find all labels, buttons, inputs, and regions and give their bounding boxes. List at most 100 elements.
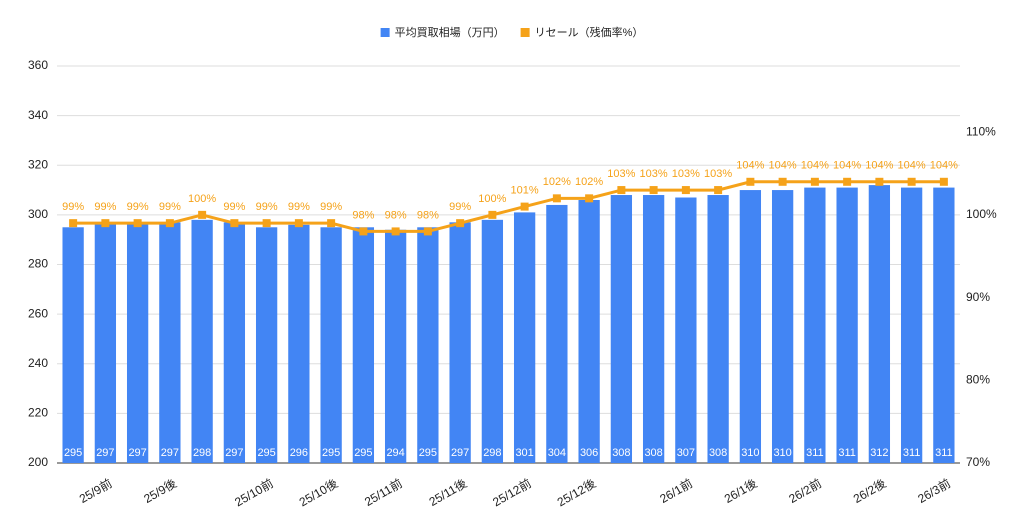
line-marker [359,227,368,236]
line-value-label: 104% [833,160,861,172]
x-tick-label: 26/2後 [851,476,889,506]
line-marker [875,177,884,186]
y-tick-label: 220 [28,406,48,420]
line-marker [552,194,561,203]
bar [868,185,891,463]
line-marker [488,210,497,219]
bar-value-label: 298 [483,447,501,459]
line-marker [649,186,658,195]
legend-marker [380,28,390,37]
x-tick: 25/9前 [76,475,114,506]
line-marker [778,177,787,186]
bar [513,212,536,463]
bar-value-label: 308 [612,447,630,459]
line-marker [939,177,948,186]
legend-label: リセール（残価率%） [535,25,644,39]
x-tick: 25/12後 [555,476,598,509]
line-value-label: 104% [801,160,829,172]
line-value-label: 99% [159,201,181,213]
bar [481,219,504,463]
line-value-label: 99% [449,201,471,213]
line-value-label: 100% [188,193,216,205]
bar [707,195,729,463]
x-tick-label: 25/12後 [555,476,598,509]
bar [223,222,246,463]
bar [546,204,568,463]
line-marker [294,219,303,228]
line-value-label: 104% [898,160,926,172]
x-tick-label: 26/3前 [915,475,953,506]
line-marker [681,186,690,195]
line-marker [262,219,271,228]
bar-value-label: 306 [580,447,598,459]
bar [62,227,84,463]
line-value-label: 98% [417,209,439,221]
y2-tick-label: 110% [966,124,996,138]
bar [288,224,310,463]
line-marker [714,186,723,195]
legend: 平均買取相場（万円） リセール（残価率%） [380,25,644,39]
bar-value-label: 298 [193,447,211,459]
line-value-label: 103% [672,168,700,180]
bar [675,197,697,463]
bar-value-label: 297 [451,447,469,459]
line-value-label: 99% [223,201,245,213]
y2-tick-label: 100% [966,207,997,221]
y-tick-label: 240 [28,356,48,370]
bar [449,222,471,463]
x-tick-label: 26/1前 [657,475,695,506]
x-tick: 25/11前 [362,475,405,509]
line-value-label: 104% [930,160,958,172]
line-marker [327,219,336,228]
bar-value-label: 308 [644,447,662,459]
x-tick: 26/1後 [722,476,760,506]
line-marker [907,177,916,186]
y2-tick-label: 80% [966,372,990,386]
line-value-label: 98% [352,209,374,221]
line-value-label: 103% [640,168,668,180]
y-tick-label: 260 [28,306,48,320]
line-value-label: 99% [288,201,310,213]
x-tick: 26/3前 [915,475,953,506]
bar [771,190,794,463]
bar-value-label: 312 [870,447,888,459]
line-marker [198,210,207,219]
bar-value-label: 301 [515,447,533,459]
bar-value-label: 308 [709,447,727,459]
line-value-label: 104% [865,160,893,172]
line-value-label: 104% [736,160,764,172]
bar [384,229,407,463]
x-tick-label: 25/10後 [297,476,340,509]
bar [159,222,181,463]
x-tick: 26/2前 [786,475,824,506]
bar-value-label: 297 [128,447,146,459]
bar [417,227,439,463]
bar-value-label: 297 [161,447,179,459]
y-tick-label: 320 [28,157,48,171]
bar [933,187,955,464]
bar [836,187,858,464]
bar-value-label: 311 [838,447,856,459]
line-value-label: 99% [62,201,84,213]
line-value-label: 102% [575,176,603,188]
x-tick: 25/11後 [427,476,470,509]
x-tick-label: 25/12前 [490,475,534,509]
line-marker [391,227,400,236]
line-marker [133,219,142,228]
bar [900,187,923,464]
line-marker [423,227,432,236]
x-tick: 25/10前 [232,475,276,509]
line-marker [520,202,529,211]
bar [320,227,342,463]
bar-value-label: 311 [806,447,824,459]
x-tick-label: 25/10前 [232,475,276,509]
bar-value-label: 295 [322,447,340,459]
legend-marker [520,28,530,37]
line [73,180,944,233]
bar [642,195,665,463]
x-tick: 26/1前 [657,475,695,506]
bar [739,190,762,463]
line-value-label: 99% [256,201,278,213]
bar-value-label: 294 [386,447,404,459]
